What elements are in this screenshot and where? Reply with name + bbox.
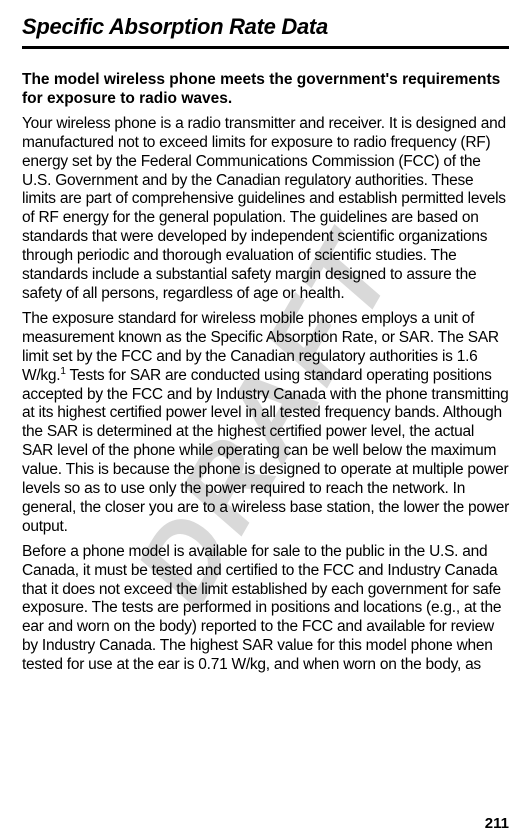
paragraph-2: The exposure standard for wireless mobil… xyxy=(22,310,509,537)
lead-paragraph: The model wireless phone meets the gover… xyxy=(22,71,509,109)
page-title: Specific Absorption Rate Data xyxy=(22,14,509,49)
paragraph-1: Your wireless phone is a radio transmitt… xyxy=(22,115,509,304)
page-content: Specific Absorption Rate Data The model … xyxy=(0,0,531,675)
paragraph-3: Before a phone model is available for sa… xyxy=(22,543,509,675)
page-number: 211 xyxy=(485,815,509,832)
paragraph-2-part-b: Tests for SAR are conducted using standa… xyxy=(22,367,509,535)
